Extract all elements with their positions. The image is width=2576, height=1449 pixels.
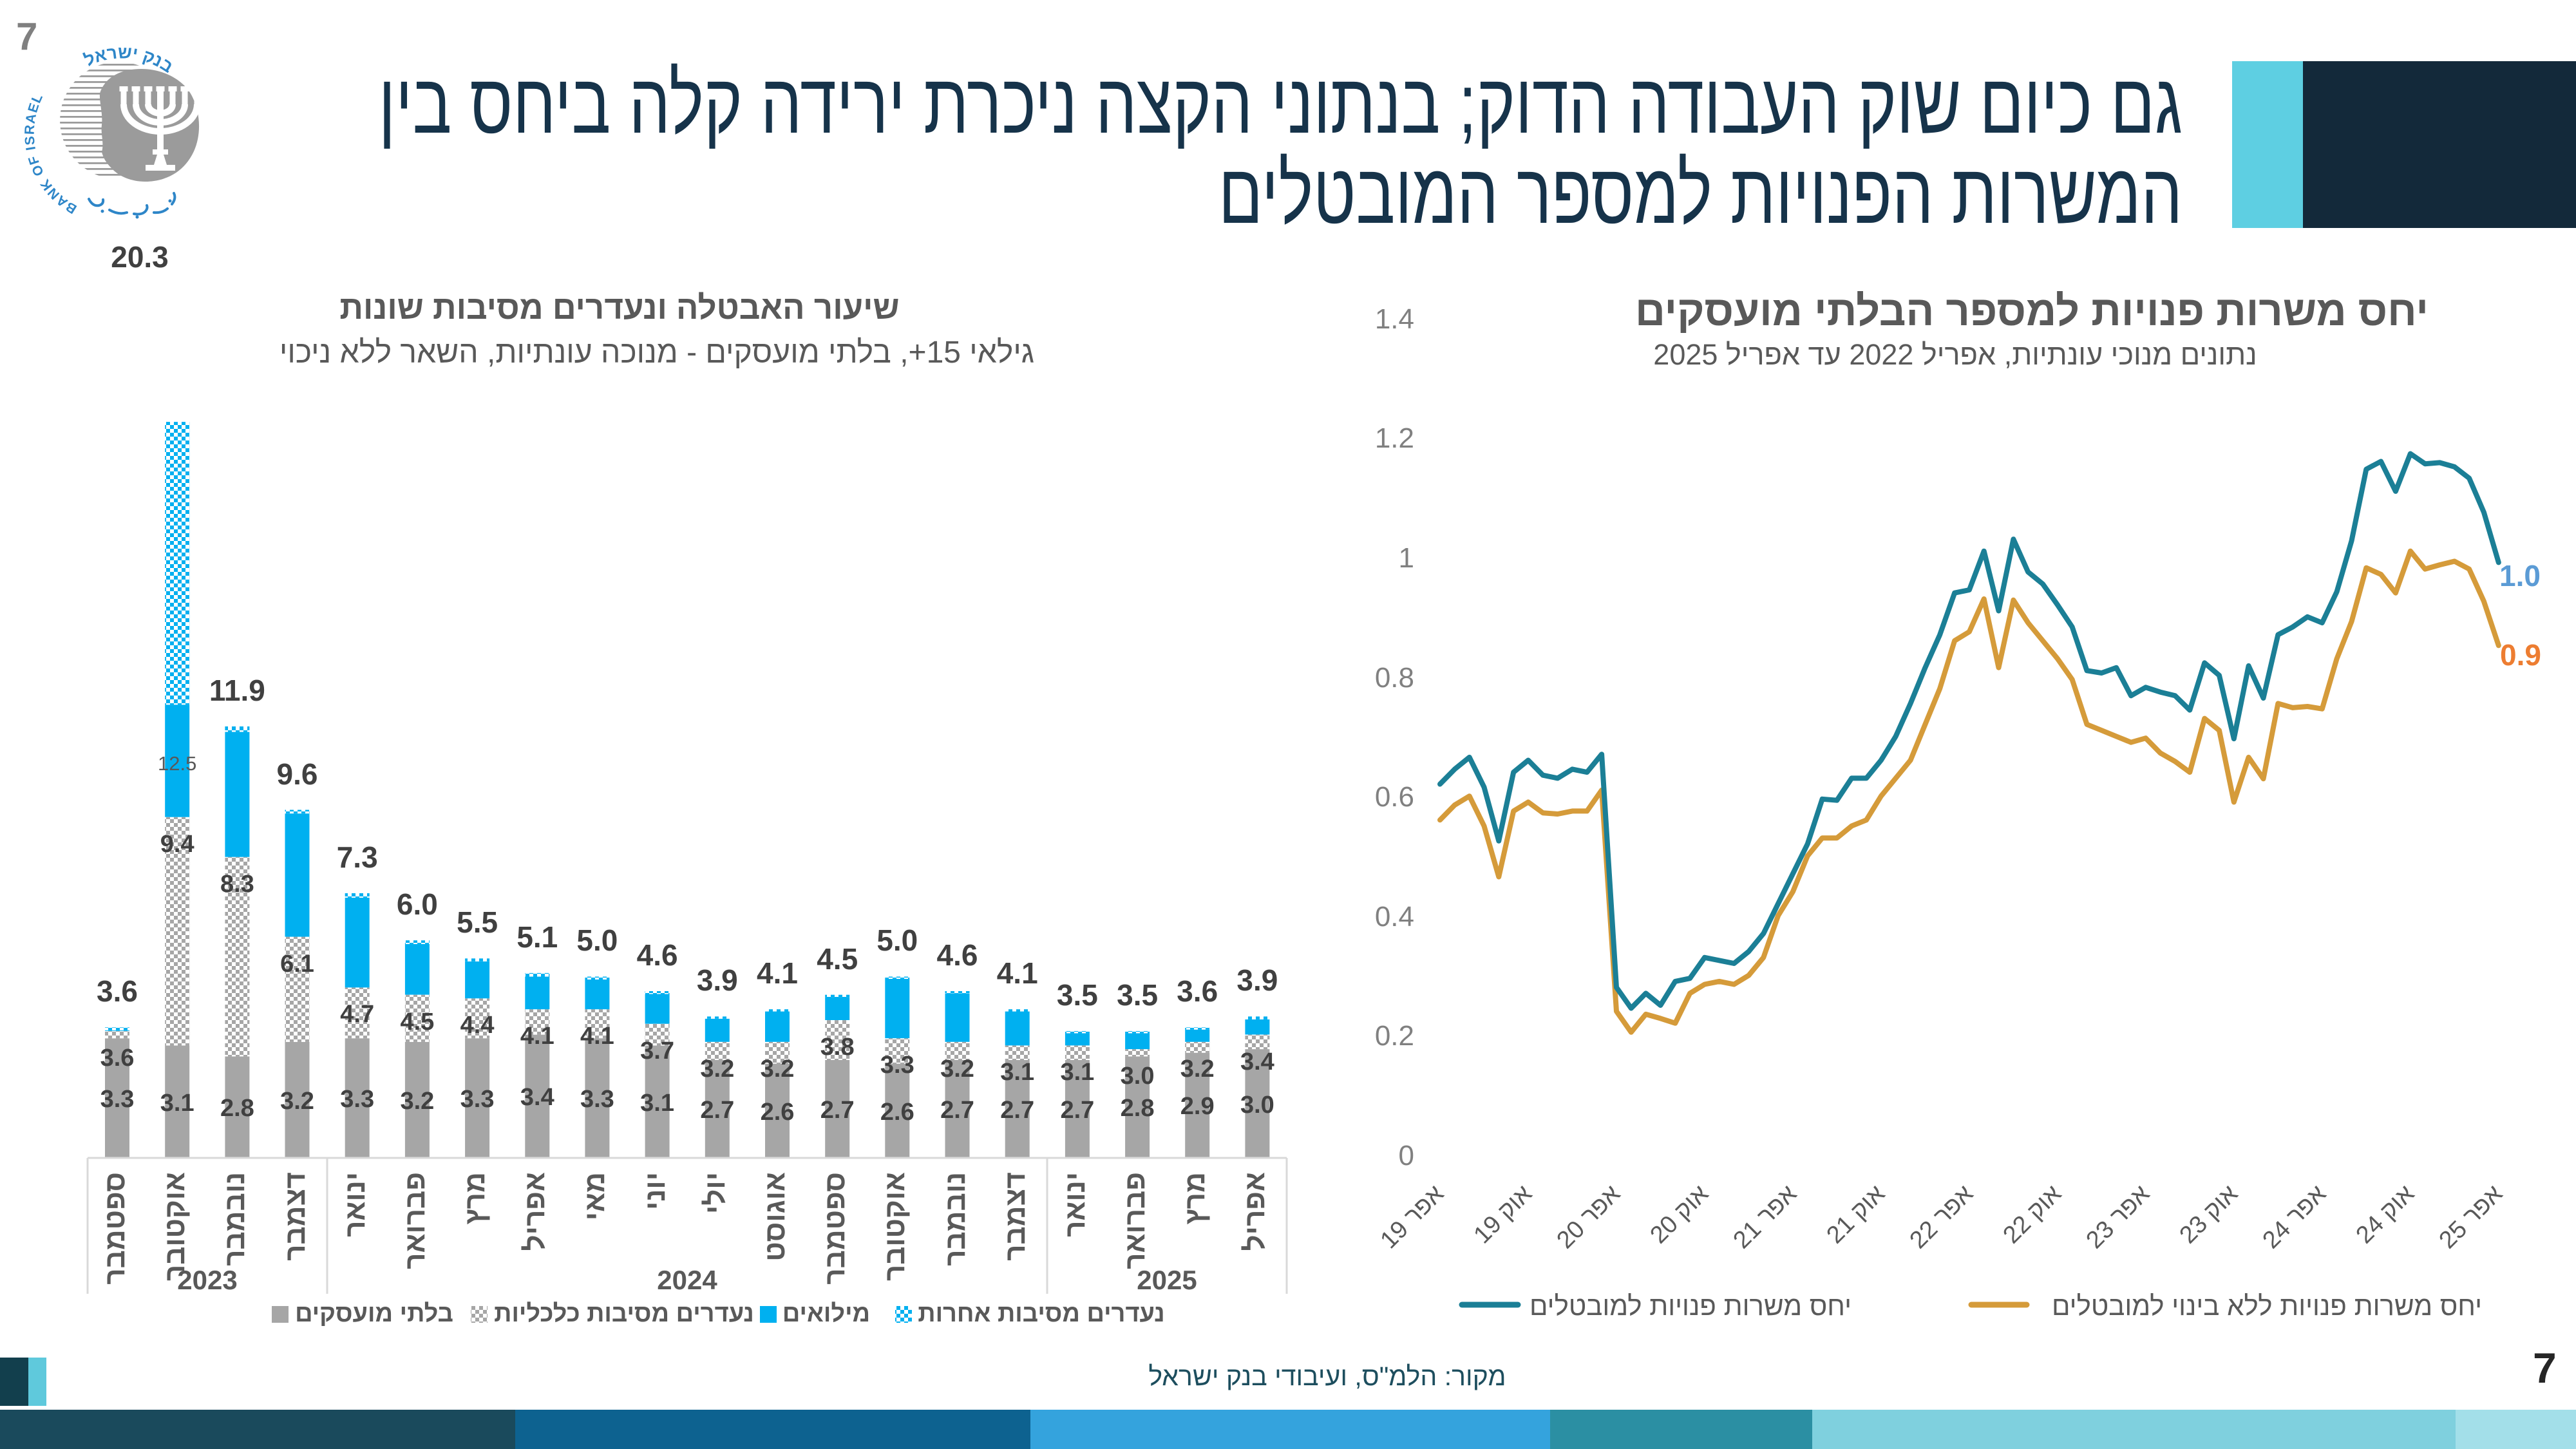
svg-text:3.5: 3.5 xyxy=(1117,978,1158,1012)
svg-text:9.4: 9.4 xyxy=(160,831,194,858)
svg-text:2.8: 2.8 xyxy=(220,1095,254,1122)
svg-text:3.0: 3.0 xyxy=(1240,1092,1274,1119)
svg-text:0: 0 xyxy=(1399,1140,1414,1171)
svg-text:3.1: 3.1 xyxy=(640,1090,674,1117)
svg-text:2.7: 2.7 xyxy=(1060,1097,1094,1124)
svg-text:3.5: 3.5 xyxy=(1057,978,1098,1012)
svg-text:4.6: 4.6 xyxy=(937,938,978,972)
svg-text:3.2: 3.2 xyxy=(400,1088,434,1115)
svg-text:3.3: 3.3 xyxy=(100,1086,135,1113)
svg-text:6.1: 6.1 xyxy=(280,951,314,978)
svg-text:מילואים: מילואים xyxy=(782,1300,870,1327)
svg-text:3.1: 3.1 xyxy=(1060,1059,1094,1086)
svg-text:4.5: 4.5 xyxy=(817,942,858,976)
svg-text:5.5: 5.5 xyxy=(457,905,498,939)
svg-text:5.0: 5.0 xyxy=(576,923,618,957)
svg-text:6.0: 6.0 xyxy=(397,887,438,921)
svg-text:3.3: 3.3 xyxy=(340,1086,374,1113)
svg-text:1.0: 1.0 xyxy=(2499,559,2541,592)
svg-text:3.6: 3.6 xyxy=(97,974,138,1008)
svg-text:4.1: 4.1 xyxy=(997,956,1038,990)
svg-text:0.4: 0.4 xyxy=(1375,901,1414,933)
svg-text:1: 1 xyxy=(1399,542,1414,574)
svg-text:11.9: 11.9 xyxy=(209,674,265,707)
svg-text:0.2: 0.2 xyxy=(1375,1020,1414,1052)
svg-text:2.7: 2.7 xyxy=(940,1097,974,1124)
svg-text:3.3: 3.3 xyxy=(580,1086,614,1113)
svg-text:יחס משרות פנויות ללא בינוי למו: יחס משרות פנויות ללא בינוי למובטלים xyxy=(2052,1291,2482,1321)
svg-text:2025: 2025 xyxy=(1137,1265,1197,1295)
svg-text:3.7: 3.7 xyxy=(640,1037,674,1065)
svg-text:4.1: 4.1 xyxy=(757,956,798,990)
svg-text:3.2: 3.2 xyxy=(1180,1056,1215,1083)
svg-text:נעדרים מסיבות כלכליות: נעדרים מסיבות כלכליות xyxy=(494,1300,754,1327)
svg-text:2024: 2024 xyxy=(657,1265,717,1295)
svg-text:4.7: 4.7 xyxy=(340,1001,374,1028)
svg-text:12.5: 12.5 xyxy=(158,752,196,775)
svg-text:שיעור האבטלה ונעדרים מסיבות ש: שיעור האבטלה ונעדרים מסיבות שונות xyxy=(339,289,899,326)
svg-text:0.9: 0.9 xyxy=(2500,638,2541,672)
svg-text:3.4: 3.4 xyxy=(520,1084,554,1111)
svg-text:4.6: 4.6 xyxy=(637,938,678,972)
svg-text:2.7: 2.7 xyxy=(700,1097,734,1124)
svg-text:0.8: 0.8 xyxy=(1375,662,1414,694)
svg-text:3.3: 3.3 xyxy=(460,1086,495,1113)
svg-text:3.2: 3.2 xyxy=(280,1088,314,1115)
svg-text:3.2: 3.2 xyxy=(700,1056,734,1083)
svg-text:3.1: 3.1 xyxy=(1000,1059,1034,1086)
svg-text:9.6: 9.6 xyxy=(277,757,318,791)
svg-text:3.3: 3.3 xyxy=(880,1052,914,1079)
svg-text:2.6: 2.6 xyxy=(880,1099,914,1126)
svg-text:3.2: 3.2 xyxy=(761,1056,795,1083)
svg-text:4.5: 4.5 xyxy=(400,1009,434,1036)
svg-text:3.2: 3.2 xyxy=(940,1056,974,1083)
svg-text:2.7: 2.7 xyxy=(820,1097,855,1124)
svg-text:יחס משרות פנויות למספר הבלתי מ: יחס משרות פנויות למספר הבלתי מועסקים xyxy=(1635,287,2429,334)
svg-text:1.2: 1.2 xyxy=(1375,422,1414,454)
svg-text:8.3: 8.3 xyxy=(220,871,254,898)
svg-text:2.7: 2.7 xyxy=(1000,1097,1034,1124)
svg-text:4.4: 4.4 xyxy=(460,1012,495,1039)
svg-text:2023: 2023 xyxy=(177,1265,237,1295)
svg-text:3.8: 3.8 xyxy=(820,1034,855,1061)
svg-text:בלתי מועסקים: בלתי מועסקים xyxy=(295,1300,453,1327)
svg-text:20.3: 20.3 xyxy=(111,240,169,274)
svg-text:3.9: 3.9 xyxy=(697,963,738,997)
svg-text:4.1: 4.1 xyxy=(520,1023,554,1050)
svg-text:0.6: 0.6 xyxy=(1375,781,1414,813)
svg-text:2.9: 2.9 xyxy=(1180,1093,1215,1120)
svg-text:נעדרים מסיבות אחרות: נעדרים מסיבות אחרות xyxy=(918,1300,1164,1327)
svg-text:3.0: 3.0 xyxy=(1121,1063,1155,1090)
svg-text:3.9: 3.9 xyxy=(1236,963,1278,997)
svg-text:2.6: 2.6 xyxy=(761,1099,795,1126)
svg-text:גילאי 15+, בלתי מועסקים - מנוכ: גילאי 15+, בלתי מועסקים - מנוכה עונתיות,… xyxy=(279,336,1034,370)
svg-text:3.6: 3.6 xyxy=(1177,974,1218,1008)
svg-text:5.1: 5.1 xyxy=(516,920,558,954)
svg-text:יחס משרות פנויות למובטלים: יחס משרות פנויות למובטלים xyxy=(1530,1291,1852,1321)
svg-text:4.1: 4.1 xyxy=(580,1023,614,1050)
svg-text:3.4: 3.4 xyxy=(1240,1048,1274,1075)
svg-text:7.3: 7.3 xyxy=(337,840,378,874)
svg-text:5.0: 5.0 xyxy=(876,923,918,957)
svg-text:1.4: 1.4 xyxy=(1375,303,1414,335)
svg-text:3.1: 3.1 xyxy=(160,1090,194,1117)
svg-text:3.6: 3.6 xyxy=(100,1045,135,1072)
svg-text:2.8: 2.8 xyxy=(1121,1095,1155,1122)
svg-text:נתונים מנוכי עונתיות, אפריל 20: נתונים מנוכי עונתיות, אפריל 2022 עד אפרי… xyxy=(1653,338,2257,371)
